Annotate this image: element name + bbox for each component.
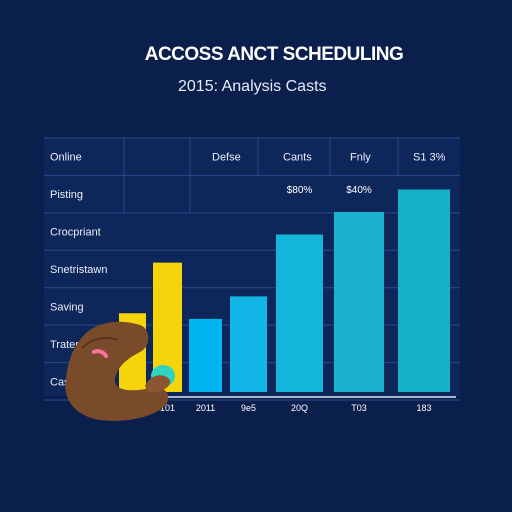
data-label: $40% — [346, 185, 372, 196]
x-tick-label: 20Q — [291, 403, 308, 413]
data-label: $80% — [287, 185, 313, 196]
column-header: Online — [50, 152, 82, 164]
column-header: S1 3% — [413, 152, 446, 164]
x-tick-label: 2011 — [196, 403, 215, 413]
column-header: Fnly — [350, 152, 371, 164]
row-label: Snetristawn — [50, 264, 107, 276]
column-headers: Online Defse Cants Fnly S1 3% — [50, 152, 446, 164]
x-tick-label: 183 — [416, 403, 431, 413]
column-header: Defse — [212, 152, 241, 164]
x-tick-labels: 101 2011 9e5 20Q T03 183 — [160, 403, 432, 413]
x-tick-label: 9e5 — [241, 403, 256, 413]
row-label: Pisting — [50, 189, 83, 201]
bar — [276, 234, 323, 392]
row-label: Crocpriant — [50, 227, 101, 239]
data-labels: $80% $40% — [287, 185, 372, 196]
hand-illustration — [65, 321, 175, 421]
x-tick-label: T03 — [351, 403, 367, 413]
row-label: Saving — [50, 301, 84, 313]
bar — [334, 212, 384, 392]
row-label: Cas — [50, 376, 70, 388]
chart-subtitle: 2015: Analysis Casts — [178, 78, 327, 95]
chart-title: ACCOSS ANCT SCHEDULING — [144, 44, 404, 65]
column-header: Cants — [283, 152, 312, 164]
x-tick-label: 101 — [160, 403, 175, 413]
bar — [398, 189, 450, 392]
bar — [189, 318, 222, 392]
bar — [230, 296, 267, 392]
